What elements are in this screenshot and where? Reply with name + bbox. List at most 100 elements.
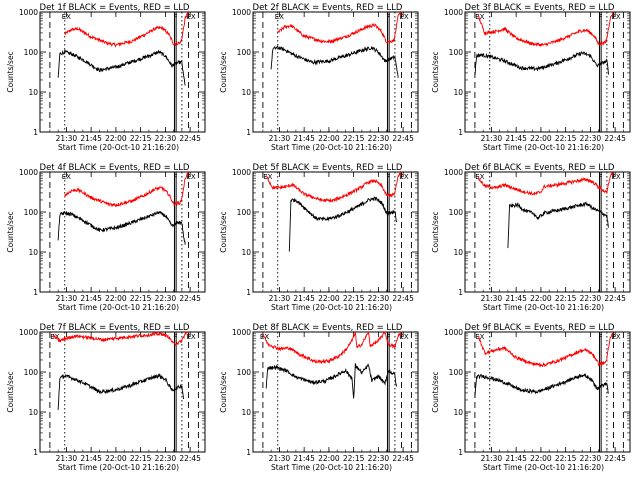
x-tick-label: 22:00 [318, 134, 340, 143]
marker-flag: F [173, 13, 177, 21]
panel-title: Det 6f BLACK = Events, RED = LLD [465, 163, 615, 173]
x-tick-label: 22:00 [105, 454, 127, 463]
y-tick-label: 1000 [444, 8, 463, 17]
marker-flag: EX [612, 173, 621, 181]
marker-flag: EX [62, 173, 71, 181]
marker-flag: EX [187, 173, 196, 181]
lld-series-line [478, 332, 614, 368]
x-tick-label: 21:30 [269, 454, 291, 463]
y-tick-label: 100 [24, 368, 39, 377]
marker-flag: F [173, 173, 177, 181]
events-series-line [57, 372, 185, 410]
x-axis-label: Start Time (20-Oct-10 21:16:20) [483, 463, 604, 472]
plot-frame [464, 331, 631, 453]
marker-flag: F [386, 333, 390, 341]
y-axis-label: Counts/sec [6, 51, 15, 92]
marker-flag: EX [275, 13, 284, 21]
y-tick-label: 10 [241, 408, 251, 417]
x-tick-label: 22:00 [318, 294, 340, 303]
lld-series-line [64, 171, 189, 208]
x-tick-label: 21:45 [505, 294, 527, 303]
y-tick-label: 10 [28, 88, 38, 97]
y-tick-label: 1000 [232, 328, 251, 337]
y-tick-label: 1000 [232, 8, 251, 17]
x-tick-label: 22:30 [580, 134, 602, 143]
panel-8: Det 8f BLACK = Events, RED = LLD 1 10 100 10… [219, 323, 419, 472]
x-axis-label: Start Time (20-Oct-10 21:16:20) [271, 303, 392, 312]
y-tick-label: 10 [453, 408, 463, 417]
y-axis-label: Counts/sec [6, 211, 15, 252]
x-axis-label: Start Time (20-Oct-10 21:16:20) [483, 303, 604, 312]
panel-title: Det 7f BLACK = Events, RED = LLD [40, 323, 190, 333]
plot-frame [252, 11, 419, 133]
y-tick-label: 10 [453, 88, 463, 97]
x-tick-label: 22:30 [368, 294, 390, 303]
plot-frame [39, 11, 206, 133]
y-tick-label: 10 [453, 248, 463, 257]
y-tick-label: 100 [237, 368, 252, 377]
x-tick-label: 21:45 [505, 454, 527, 463]
marker-flag: EX [400, 333, 409, 341]
y-tick-label: 1 [458, 288, 463, 297]
marker-flag: EX [187, 333, 196, 341]
x-tick-label: 22:00 [530, 454, 552, 463]
x-tick-label: 22:15 [343, 454, 365, 463]
y-tick-label: 1000 [444, 168, 463, 177]
panel-title: Det 4f BLACK = Events, RED = LLD [40, 163, 190, 173]
marker-flag: F [386, 173, 390, 181]
x-tick-label: 22:00 [318, 454, 340, 463]
x-tick-label: 22:15 [130, 454, 152, 463]
panel-4: Det 4f BLACK = Events, RED = LLD 1 10 100 10… [6, 163, 206, 312]
panel-title: Det 3f BLACK = Events, RED = LLD [465, 3, 615, 13]
x-tick-label: 21:30 [56, 134, 78, 143]
events-series-line [57, 210, 186, 245]
y-tick-label: 1 [458, 448, 463, 457]
panel-1: Det 1f BLACK = Events, RED = LLD 1 10 100 10… [6, 3, 206, 152]
lld-series-line [277, 11, 402, 45]
y-tick-label: 10 [241, 248, 251, 257]
y-tick-label: 100 [24, 208, 39, 217]
x-axis-label: Start Time (20-Oct-10 21:16:20) [271, 143, 392, 152]
panel-title: Det 5f BLACK = Events, RED = LLD [253, 163, 403, 173]
y-tick-label: 100 [449, 208, 464, 217]
marker-flag: F [598, 13, 602, 21]
marker-flag: F [173, 333, 177, 341]
x-axis-label: Start Time (20-Oct-10 21:16:20) [58, 463, 179, 472]
y-tick-label: 10 [28, 248, 38, 257]
y-tick-label: 1 [458, 128, 463, 137]
y-tick-label: 1 [246, 448, 251, 457]
panel-9: Det 9f BLACK = Events, RED = LLD 1 10 100 10… [431, 323, 631, 472]
x-tick-label: 22:45 [604, 454, 626, 463]
marker-flag: EX [612, 333, 621, 341]
x-tick-label: 22:30 [155, 454, 177, 463]
x-tick-label: 22:45 [392, 454, 414, 463]
marker-flag: EX [475, 333, 484, 341]
y-axis-label: Counts/sec [219, 371, 228, 412]
x-tick-label: 22:30 [368, 134, 390, 143]
x-tick-label: 22:00 [105, 134, 127, 143]
x-tick-label: 22:30 [368, 454, 390, 463]
y-axis-label: Counts/sec [431, 371, 440, 412]
y-axis-label: Counts/sec [219, 211, 228, 252]
marker-flag: EX [400, 173, 409, 181]
y-tick-label: 1000 [444, 328, 463, 337]
x-tick-label: 22:15 [555, 454, 577, 463]
x-tick-label: 22:15 [343, 294, 365, 303]
x-tick-label: 22:15 [130, 294, 152, 303]
lld-series-line [64, 11, 189, 48]
lld-series-line [477, 10, 614, 48]
y-tick-label: 1000 [232, 168, 251, 177]
x-tick-label: 22:30 [580, 454, 602, 463]
x-tick-label: 21:30 [56, 294, 78, 303]
x-tick-label: 22:45 [179, 454, 201, 463]
marker-flag: EX [62, 13, 71, 21]
y-tick-label: 10 [28, 408, 38, 417]
x-axis-label: Start Time (20-Oct-10 21:16:20) [58, 143, 179, 152]
x-tick-label: 22:45 [392, 134, 414, 143]
marker-flag: EX [612, 13, 621, 21]
x-tick-label: 21:45 [80, 294, 102, 303]
y-tick-label: 1000 [19, 8, 38, 17]
events-series-line [288, 196, 398, 252]
x-tick-label: 22:15 [555, 134, 577, 143]
